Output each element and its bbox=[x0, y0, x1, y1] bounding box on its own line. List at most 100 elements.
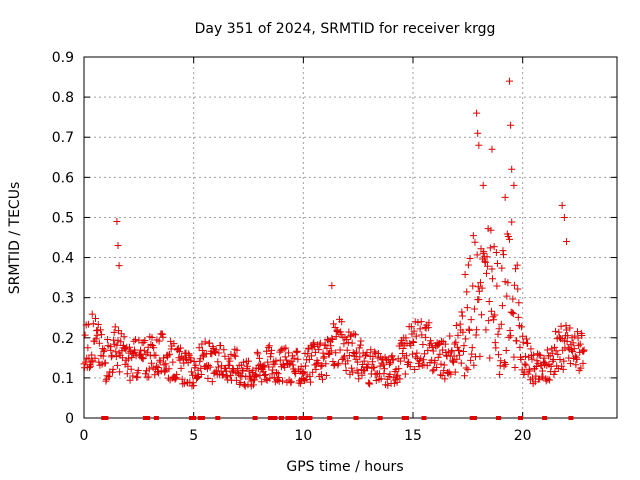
data-point bbox=[523, 335, 531, 343]
data-point bbox=[489, 275, 497, 283]
data-point bbox=[413, 349, 421, 357]
data-point bbox=[139, 354, 147, 362]
data-point bbox=[475, 296, 483, 304]
data-point bbox=[551, 367, 559, 375]
data-point bbox=[264, 358, 272, 366]
data-point bbox=[140, 347, 148, 355]
data-point bbox=[453, 355, 461, 363]
data-point bbox=[158, 330, 166, 338]
data-point bbox=[104, 336, 112, 344]
data-point bbox=[350, 330, 358, 338]
data-point bbox=[405, 358, 413, 366]
data-point bbox=[356, 341, 364, 349]
data-point bbox=[433, 364, 441, 372]
data-point bbox=[302, 376, 310, 384]
data-point bbox=[487, 226, 495, 234]
data-point bbox=[170, 340, 178, 348]
data-point bbox=[458, 312, 466, 320]
data-point bbox=[496, 370, 504, 378]
data-point bbox=[232, 376, 240, 384]
axis-ticks bbox=[83, 56, 617, 419]
data-point bbox=[297, 363, 305, 371]
data-point bbox=[370, 364, 378, 372]
data-point bbox=[310, 339, 318, 347]
data-point bbox=[566, 324, 574, 332]
data-point bbox=[194, 374, 202, 382]
data-point bbox=[543, 346, 551, 354]
data-point bbox=[272, 369, 280, 377]
data-point bbox=[214, 358, 222, 366]
data-point bbox=[279, 377, 287, 385]
data-point bbox=[99, 352, 107, 360]
data-point bbox=[429, 367, 437, 375]
data-point bbox=[455, 347, 463, 355]
data-point bbox=[156, 358, 164, 366]
data-point bbox=[171, 375, 179, 383]
data-point bbox=[479, 249, 487, 257]
zero-value-point bbox=[471, 416, 477, 420]
data-point bbox=[554, 350, 562, 358]
data-point bbox=[514, 313, 522, 321]
data-point bbox=[264, 343, 272, 351]
data-point bbox=[281, 353, 289, 361]
data-point bbox=[331, 360, 339, 368]
data-point bbox=[528, 355, 536, 363]
data-point bbox=[371, 348, 379, 356]
data-point bbox=[348, 364, 356, 372]
data-point bbox=[312, 365, 320, 373]
data-point bbox=[262, 370, 270, 378]
data-point bbox=[437, 360, 445, 368]
data-point bbox=[510, 353, 518, 361]
data-point bbox=[552, 347, 560, 355]
data-point bbox=[187, 368, 195, 376]
data-point bbox=[208, 378, 216, 386]
data-point bbox=[245, 357, 253, 365]
data-point bbox=[524, 339, 532, 347]
data-point bbox=[394, 371, 402, 379]
data-point bbox=[550, 370, 558, 378]
data-point bbox=[377, 375, 385, 383]
data-point bbox=[471, 238, 479, 246]
data-point bbox=[556, 355, 564, 363]
data-point bbox=[468, 344, 476, 352]
data-point bbox=[521, 360, 529, 368]
data-point bbox=[111, 323, 119, 331]
y-tick-label: 0.8 bbox=[52, 90, 74, 106]
data-point bbox=[497, 357, 505, 365]
data-point bbox=[317, 362, 325, 370]
data-point bbox=[546, 376, 554, 384]
data-point bbox=[89, 320, 97, 328]
data-point bbox=[175, 348, 183, 356]
data-point bbox=[436, 371, 444, 379]
data-point bbox=[502, 360, 510, 368]
data-point bbox=[110, 328, 118, 336]
data-point bbox=[399, 350, 407, 358]
data-point bbox=[550, 343, 558, 351]
data-point bbox=[535, 351, 543, 359]
data-point bbox=[409, 338, 417, 346]
data-point bbox=[115, 262, 123, 270]
data-point bbox=[419, 356, 427, 364]
data-point bbox=[316, 339, 324, 347]
data-point bbox=[538, 367, 546, 375]
data-point bbox=[573, 355, 581, 363]
data-point bbox=[440, 367, 448, 375]
data-point bbox=[540, 354, 548, 362]
data-point bbox=[454, 331, 462, 339]
data-point bbox=[503, 292, 511, 300]
data-point bbox=[510, 181, 518, 189]
data-point bbox=[440, 361, 448, 369]
y-tick-label: 0.4 bbox=[52, 251, 74, 267]
data-point bbox=[204, 362, 212, 370]
data-point bbox=[566, 360, 574, 368]
data-point bbox=[315, 346, 323, 354]
data-point bbox=[499, 251, 507, 259]
data-point bbox=[140, 338, 148, 346]
data-point bbox=[249, 381, 257, 389]
data-point bbox=[88, 310, 96, 318]
data-point bbox=[508, 309, 516, 317]
data-point bbox=[127, 365, 135, 373]
data-point bbox=[238, 367, 246, 375]
data-point bbox=[429, 347, 437, 355]
